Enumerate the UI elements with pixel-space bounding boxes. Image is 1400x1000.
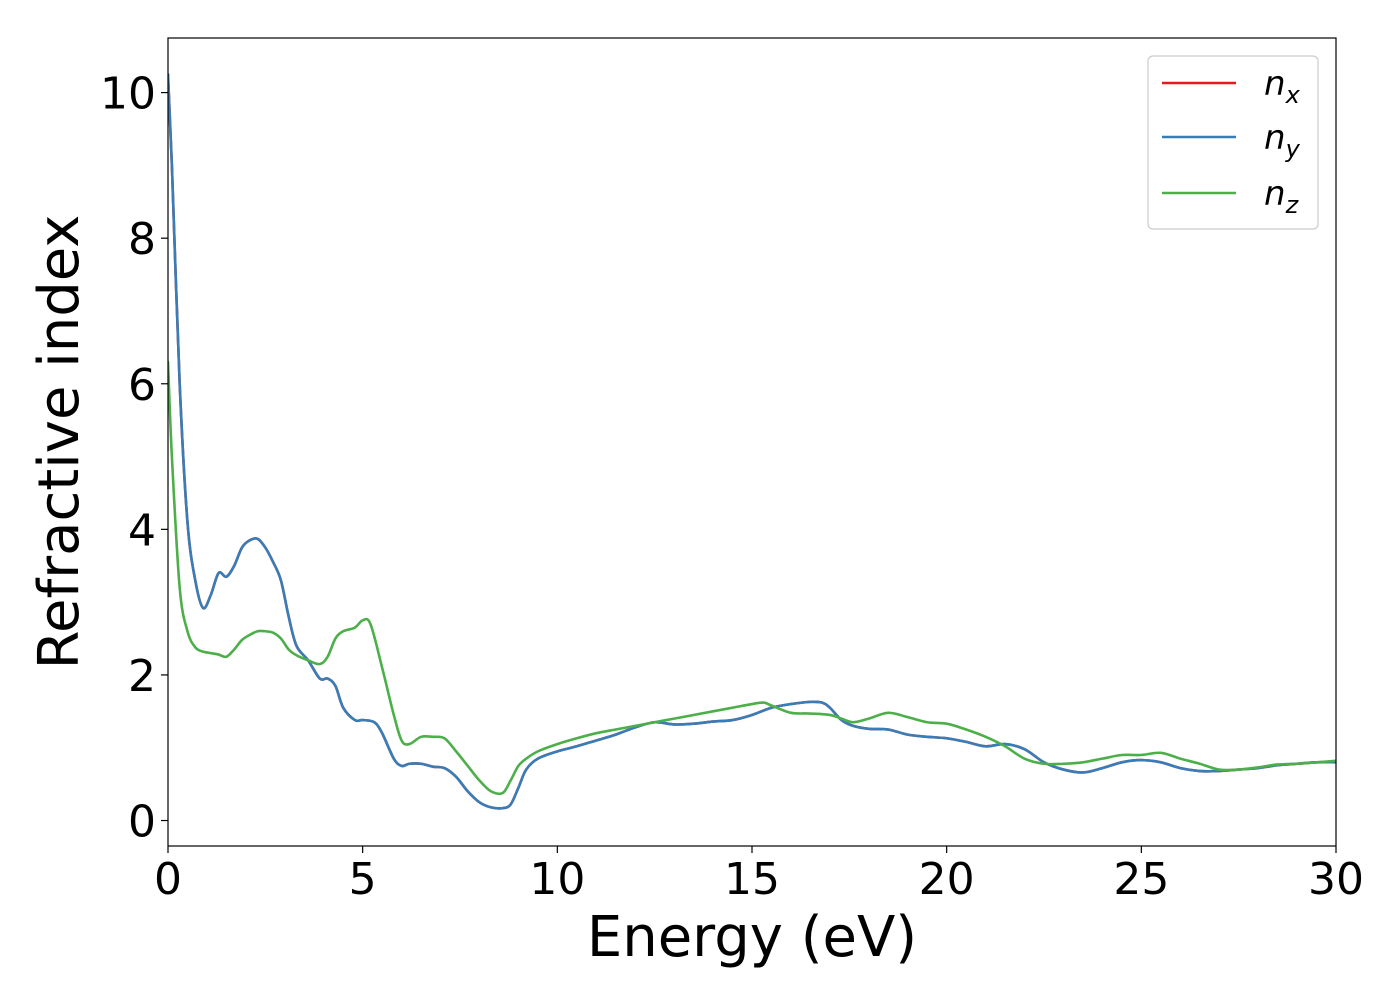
legend-label-x: nx (1264, 64, 1301, 109)
y-tick-label: 10 (100, 69, 156, 120)
x-tick-label: 20 (919, 854, 975, 905)
y-tick-label: 0 (128, 797, 156, 848)
series-line-z (168, 360, 1336, 796)
x-tick-label: 5 (349, 854, 377, 905)
x-tick-label: 15 (724, 854, 780, 905)
series-layer (168, 73, 1336, 810)
series-line-y (168, 73, 1336, 810)
x-axis: 0 5 10 15 20 25 30 (154, 846, 1364, 905)
legend: nx ny nz (1147, 55, 1319, 230)
y-axis: 0 2 4 6 8 10 (100, 69, 168, 848)
x-tick-label: 30 (1308, 854, 1364, 905)
y-axis-title: Refractive index (27, 215, 92, 670)
legend-label-z: nz (1264, 174, 1300, 219)
y-tick-label: 2 (128, 651, 156, 702)
x-tick-label: 25 (1113, 854, 1169, 905)
x-tick-label: 10 (529, 854, 585, 905)
y-tick-label: 4 (128, 505, 156, 556)
y-tick-label: 8 (128, 214, 156, 265)
x-tick-label: 0 (154, 854, 182, 905)
legend-box (1147, 55, 1319, 230)
x-axis-title: Energy (eV) (587, 905, 917, 970)
legend-label-y: ny (1264, 118, 1301, 163)
y-tick-label: 6 (128, 360, 156, 411)
